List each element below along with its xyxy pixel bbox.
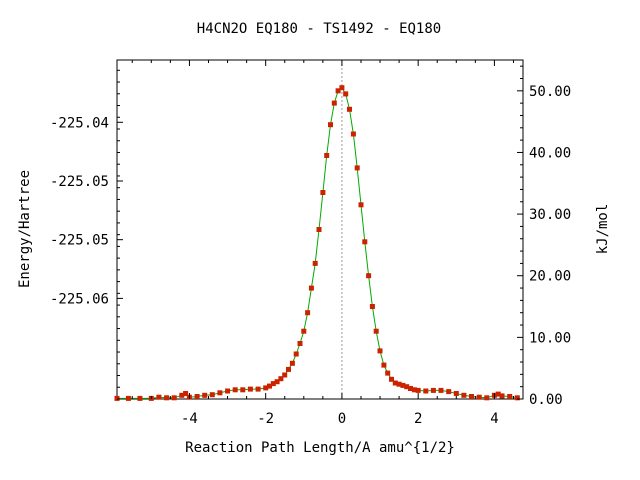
data-point	[125, 395, 131, 401]
data-point	[514, 395, 520, 401]
y-right-tick-label: 20.00	[529, 269, 571, 285]
data-point	[171, 395, 177, 401]
data-point	[347, 106, 352, 112]
data-point	[312, 260, 318, 266]
y-left-tick-label: -225.05	[50, 233, 109, 249]
x-tick-label: 0	[338, 411, 346, 427]
data-point	[484, 395, 490, 401]
data-point	[335, 88, 341, 94]
data-point	[453, 391, 459, 396]
data-point	[392, 380, 398, 386]
data-point	[308, 285, 314, 291]
data-point	[499, 393, 505, 399]
data-point	[446, 389, 452, 395]
data-point	[293, 351, 299, 357]
y-right-tick-label: 40.00	[529, 145, 571, 161]
data-point	[217, 390, 223, 396]
data-point	[270, 381, 276, 387]
data-point	[320, 190, 326, 195]
x-axis-label: Reaction Path Length/A amu^{1/2}	[185, 440, 455, 456]
data-point	[232, 387, 238, 393]
data-point	[366, 273, 372, 279]
y-right-tick-label: 50.00	[529, 84, 571, 100]
data-point	[179, 392, 185, 398]
data-point	[209, 392, 215, 398]
data-point	[331, 100, 337, 106]
data-point	[297, 341, 303, 346]
data-point	[469, 394, 474, 399]
data-point	[278, 376, 284, 382]
y-axis-right: 0.00 10.00 20.00 30.00 40.00 50.00	[517, 65, 571, 408]
data-point	[404, 384, 410, 390]
data-point	[343, 91, 349, 97]
y-axis-right-label: kJ/mol	[595, 204, 611, 255]
data-point	[194, 394, 200, 399]
data-point	[411, 387, 417, 393]
data-point	[438, 387, 444, 393]
y-left-tick-label: -225.04	[50, 115, 109, 131]
y-right-tick-label: 0.00	[529, 392, 563, 408]
data-point	[430, 387, 436, 393]
plot-frame	[116, 59, 524, 400]
x-tick-label: -2	[257, 411, 274, 427]
data-point	[389, 376, 394, 382]
y-left-tick-label: -225.06	[50, 291, 109, 307]
y-axis-left: -225.04 -225.05 -225.05 -225.06	[50, 69, 123, 400]
data-point	[400, 382, 406, 388]
data-point	[423, 388, 429, 394]
y-axis-left-label: Energy/Hartree	[17, 170, 33, 288]
data-point	[385, 370, 391, 376]
y-left-tick-label: -225.05	[50, 174, 109, 190]
data-point	[461, 392, 467, 398]
data-point	[350, 131, 356, 137]
y-right-tick-label: 10.00	[529, 330, 571, 346]
data-point	[415, 387, 421, 393]
data-point	[156, 394, 162, 400]
x-axis: -4 -2 0 2 4	[131, 60, 514, 427]
data-point	[225, 388, 231, 394]
data-point	[255, 386, 261, 392]
data-point	[328, 122, 333, 128]
chart-title: H4CN2O EQ180 - TS1492 - EQ180	[197, 21, 441, 37]
data-point	[282, 372, 288, 378]
data-point	[263, 385, 269, 391]
data-point	[164, 395, 170, 401]
data-point	[377, 348, 383, 354]
data-point	[267, 383, 272, 389]
data-point	[362, 239, 368, 245]
data-point	[324, 153, 330, 158]
data-point	[289, 360, 295, 366]
series-line-layer	[117, 86, 518, 399]
data-point	[507, 394, 513, 399]
x-tick-label: -4	[181, 411, 198, 427]
data-point	[286, 366, 291, 372]
data-point	[408, 386, 413, 391]
data-point	[301, 328, 307, 334]
data-point	[137, 395, 143, 401]
data-point	[373, 328, 379, 334]
data-point	[339, 85, 345, 91]
data-point	[183, 391, 189, 396]
data-point	[247, 386, 253, 392]
data-point	[476, 394, 482, 400]
x-tick-label: 4	[490, 411, 498, 427]
data-point	[240, 387, 246, 393]
data-point	[114, 395, 120, 401]
data-point	[316, 227, 322, 232]
data-point	[354, 165, 360, 171]
series-line	[117, 86, 518, 399]
data-point	[381, 362, 387, 368]
data-point	[396, 381, 402, 387]
y-right-tick-label: 30.00	[529, 207, 571, 223]
data-point	[305, 310, 311, 316]
data-point	[274, 379, 280, 385]
data-point	[358, 202, 364, 208]
data-point	[202, 392, 208, 398]
data-point	[495, 391, 501, 397]
data-point	[369, 304, 375, 309]
x-tick-label: 2	[414, 411, 422, 427]
